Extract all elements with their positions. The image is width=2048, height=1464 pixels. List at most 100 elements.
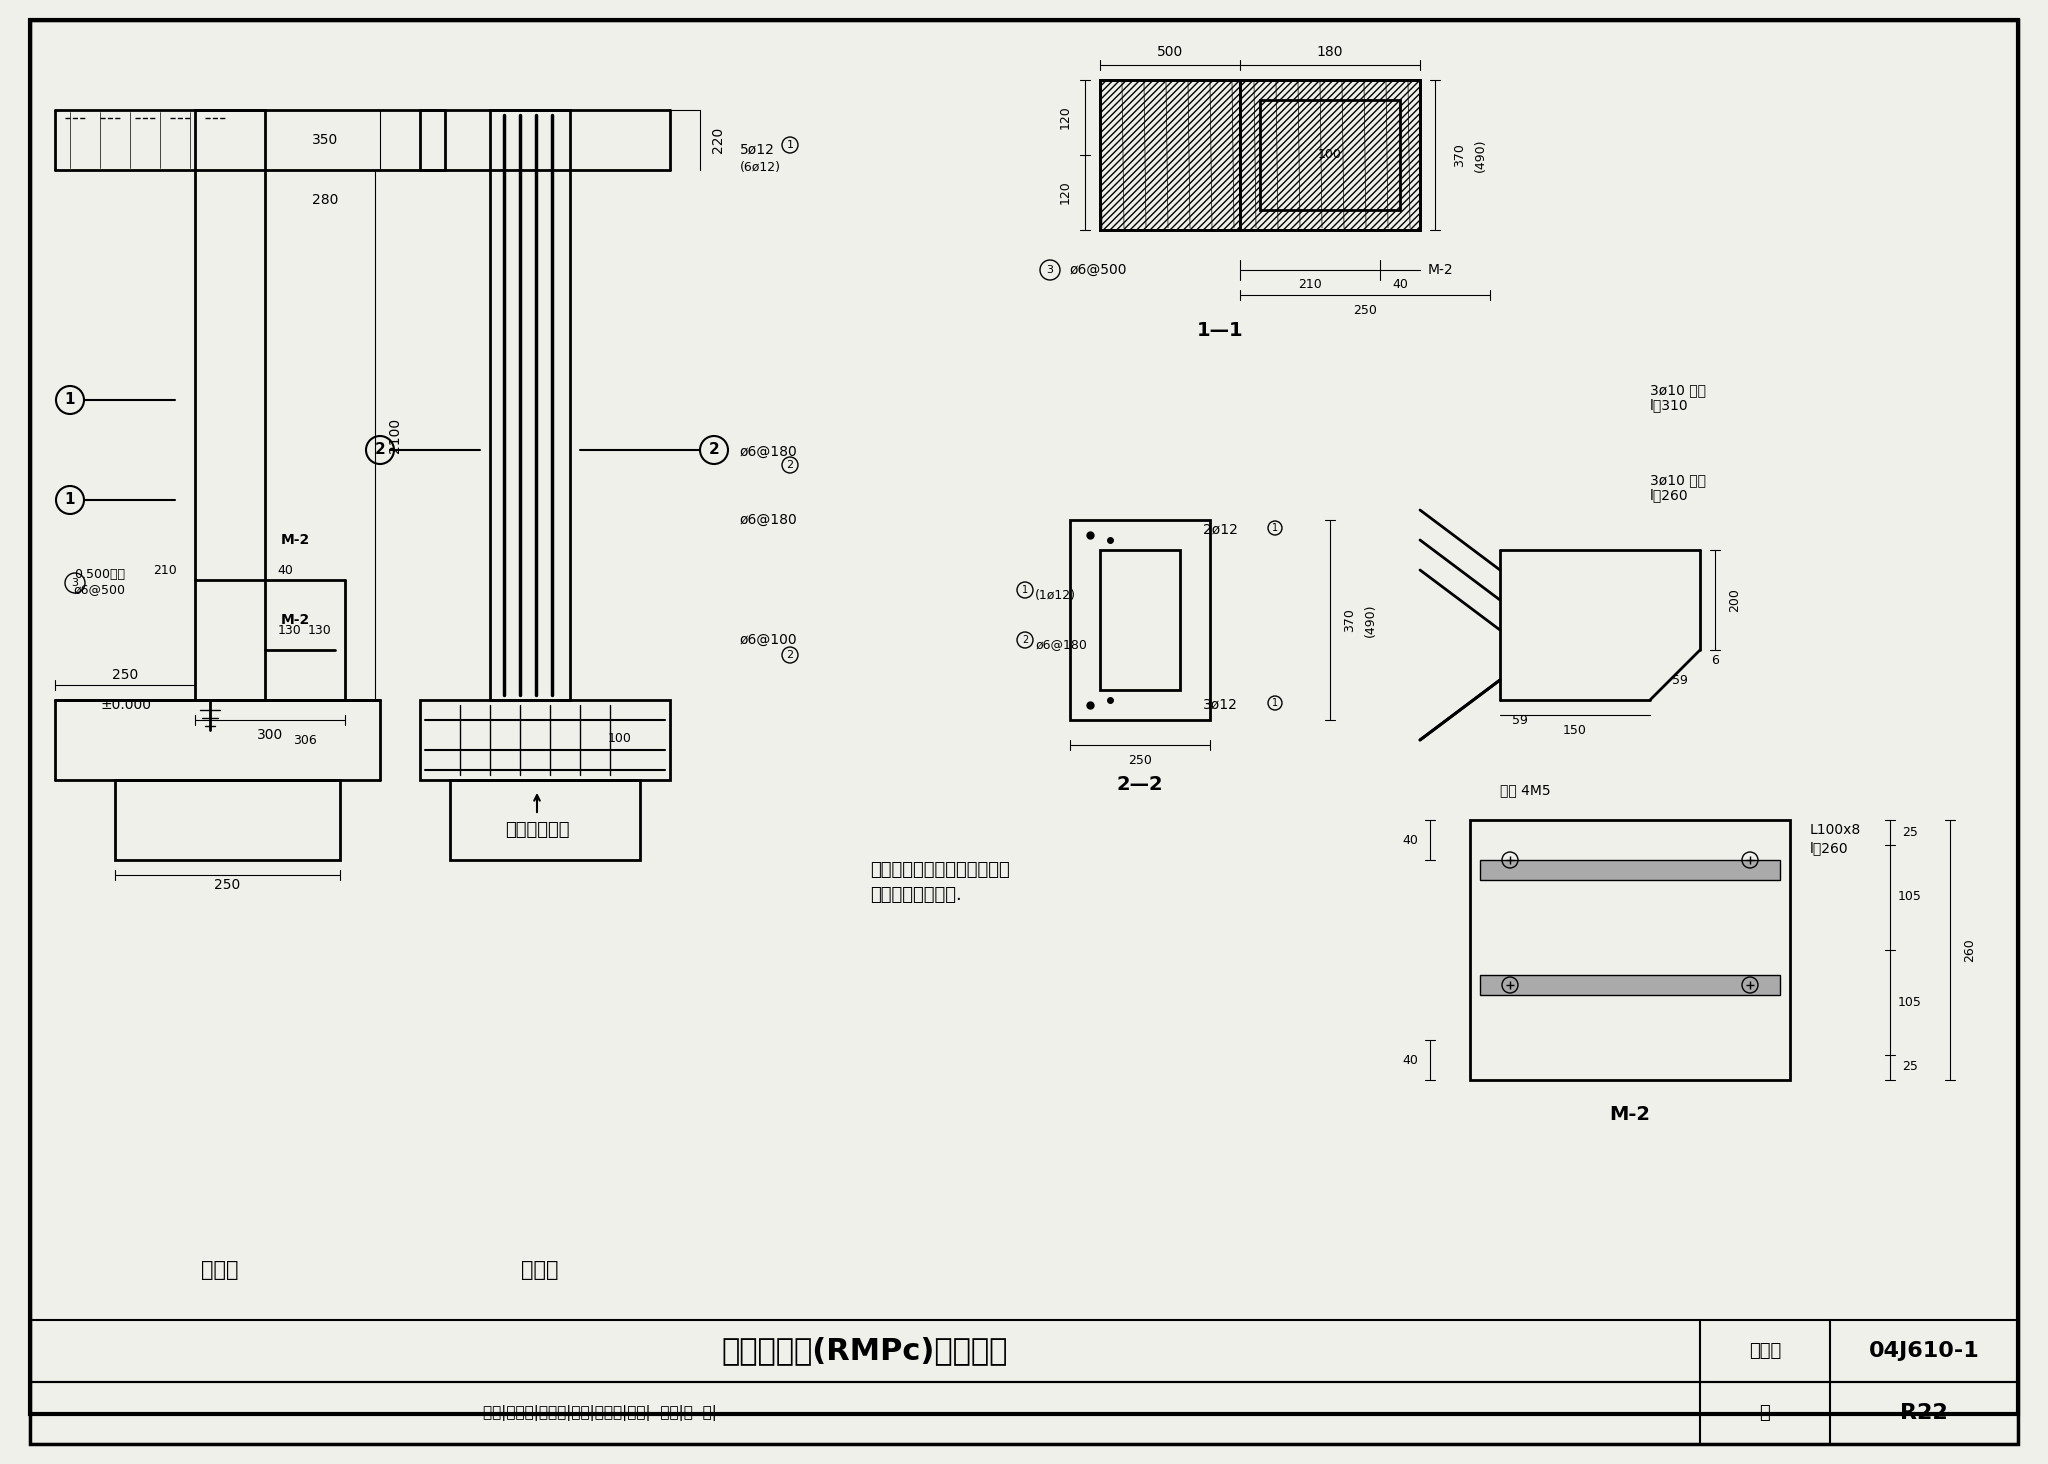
Text: 04J610-1: 04J610-1 bbox=[1868, 1341, 1978, 1362]
Bar bbox=[1239, 81, 1419, 230]
Text: 2: 2 bbox=[786, 650, 793, 660]
Text: (6ø12): (6ø12) bbox=[739, 161, 780, 174]
Text: 105: 105 bbox=[1898, 890, 1921, 903]
Text: ø6@100: ø6@100 bbox=[739, 632, 797, 647]
Text: ø6@500: ø6@500 bbox=[74, 584, 127, 596]
Text: 370: 370 bbox=[1454, 143, 1466, 167]
Bar bbox=[1100, 81, 1419, 230]
Bar bbox=[451, 780, 639, 859]
Text: 5ø12: 5ø12 bbox=[739, 143, 774, 157]
Text: 40: 40 bbox=[1403, 1054, 1417, 1066]
Text: 25: 25 bbox=[1903, 826, 1917, 839]
Text: L100x8: L100x8 bbox=[1810, 823, 1862, 837]
Text: 审核|王祖光|王力元|校对|虎孝葛|乙一|  设计|洪  森|: 审核|王祖光|王力元|校对|虎孝葛|乙一| 设计|洪 森| bbox=[483, 1405, 717, 1422]
Text: 370: 370 bbox=[1343, 608, 1356, 632]
Text: 130: 130 bbox=[307, 624, 332, 637]
Bar bbox=[1069, 520, 1210, 720]
Text: R22: R22 bbox=[1901, 1403, 1948, 1423]
Text: 2: 2 bbox=[375, 442, 385, 457]
Text: 25: 25 bbox=[1903, 1060, 1917, 1073]
Text: 40: 40 bbox=[1403, 833, 1417, 846]
Text: 150: 150 bbox=[1563, 723, 1587, 736]
Text: 100: 100 bbox=[608, 732, 633, 745]
Text: 基础预留插筋: 基础预留插筋 bbox=[504, 821, 569, 839]
Text: ø6@500: ø6@500 bbox=[1069, 264, 1128, 277]
Text: 1—1: 1—1 bbox=[1196, 321, 1243, 340]
Text: 100: 100 bbox=[1319, 148, 1341, 161]
Text: 1: 1 bbox=[786, 141, 793, 149]
Text: 120: 120 bbox=[1059, 180, 1071, 205]
Bar bbox=[489, 110, 569, 700]
Text: 2: 2 bbox=[709, 442, 719, 457]
Text: 120: 120 bbox=[1059, 105, 1071, 129]
Text: ø6@180: ø6@180 bbox=[739, 512, 799, 527]
Text: 210: 210 bbox=[1298, 278, 1321, 291]
Text: 200: 200 bbox=[1729, 589, 1741, 612]
Bar bbox=[1470, 820, 1790, 1080]
Bar bbox=[1100, 81, 1239, 230]
Text: 130: 130 bbox=[279, 624, 301, 637]
Bar bbox=[31, 1382, 2017, 1444]
Text: 40: 40 bbox=[276, 564, 293, 577]
Text: 260: 260 bbox=[1964, 938, 1976, 962]
Bar bbox=[195, 110, 264, 700]
Text: 250: 250 bbox=[113, 668, 137, 682]
Text: ø6@180: ø6@180 bbox=[1034, 638, 1087, 651]
Bar bbox=[1100, 81, 1419, 230]
Text: 6: 6 bbox=[1710, 653, 1718, 666]
Text: M-2: M-2 bbox=[281, 533, 309, 548]
Text: 螺孔 4M5: 螺孔 4M5 bbox=[1499, 783, 1550, 796]
Text: 1: 1 bbox=[1022, 586, 1028, 594]
Text: 105: 105 bbox=[1898, 996, 1921, 1009]
Text: 59: 59 bbox=[1671, 673, 1688, 687]
Text: l＝310: l＝310 bbox=[1651, 398, 1690, 411]
Text: 2100: 2100 bbox=[387, 417, 401, 452]
Text: 图集号: 图集号 bbox=[1749, 1342, 1782, 1360]
Text: (490): (490) bbox=[1364, 603, 1376, 637]
Text: 40: 40 bbox=[1393, 278, 1407, 291]
Text: l＝260: l＝260 bbox=[1810, 840, 1849, 855]
Text: ±0.000: ±0.000 bbox=[100, 698, 152, 712]
Bar bbox=[31, 1321, 2017, 1382]
Text: 页: 页 bbox=[1759, 1404, 1769, 1422]
Text: 500: 500 bbox=[1157, 45, 1184, 59]
Text: 1: 1 bbox=[66, 492, 76, 508]
Text: 306: 306 bbox=[293, 733, 317, 747]
Bar bbox=[1100, 550, 1180, 690]
Text: 配筋图: 配筋图 bbox=[522, 1261, 559, 1280]
Text: 2: 2 bbox=[1022, 635, 1028, 646]
Text: 2: 2 bbox=[786, 460, 793, 470]
Text: 250: 250 bbox=[1128, 754, 1151, 767]
Text: ø6@180: ø6@180 bbox=[739, 445, 799, 460]
Text: 2—2: 2—2 bbox=[1116, 776, 1163, 795]
Bar bbox=[420, 700, 670, 780]
Text: 3ø10 锚筋: 3ø10 锚筋 bbox=[1651, 473, 1706, 488]
Text: 350: 350 bbox=[311, 133, 338, 146]
Text: 220: 220 bbox=[711, 127, 725, 154]
Text: l＝260: l＝260 bbox=[1651, 488, 1690, 502]
Text: 59: 59 bbox=[1511, 713, 1528, 726]
Text: 1: 1 bbox=[1272, 698, 1278, 709]
Text: 1: 1 bbox=[66, 392, 76, 407]
Text: M-2: M-2 bbox=[281, 613, 309, 627]
Text: 3ø10 锚筋: 3ø10 锚筋 bbox=[1651, 384, 1706, 397]
Bar bbox=[115, 780, 340, 859]
Text: 1: 1 bbox=[1272, 523, 1278, 533]
Bar bbox=[1481, 975, 1780, 996]
Text: 300: 300 bbox=[256, 728, 283, 742]
Text: 3: 3 bbox=[72, 578, 78, 589]
Text: 0.500～顶: 0.500～顶 bbox=[74, 568, 125, 581]
Text: (490): (490) bbox=[1473, 138, 1487, 171]
Text: 180: 180 bbox=[1317, 45, 1343, 59]
Text: 250: 250 bbox=[1354, 303, 1376, 316]
Text: 钢质平开门(RMPc)门槛详图: 钢质平开门(RMPc)门槛详图 bbox=[721, 1337, 1008, 1366]
Text: 3: 3 bbox=[1047, 265, 1053, 275]
Bar bbox=[1260, 100, 1401, 209]
Text: 280: 280 bbox=[311, 193, 338, 206]
Text: 250: 250 bbox=[215, 878, 240, 892]
Text: M-2: M-2 bbox=[1427, 264, 1452, 277]
Text: M-2: M-2 bbox=[1610, 1105, 1651, 1124]
Text: 3ø12: 3ø12 bbox=[1202, 698, 1237, 712]
Bar bbox=[1481, 859, 1780, 880]
Text: (1ø12): (1ø12) bbox=[1034, 589, 1075, 602]
